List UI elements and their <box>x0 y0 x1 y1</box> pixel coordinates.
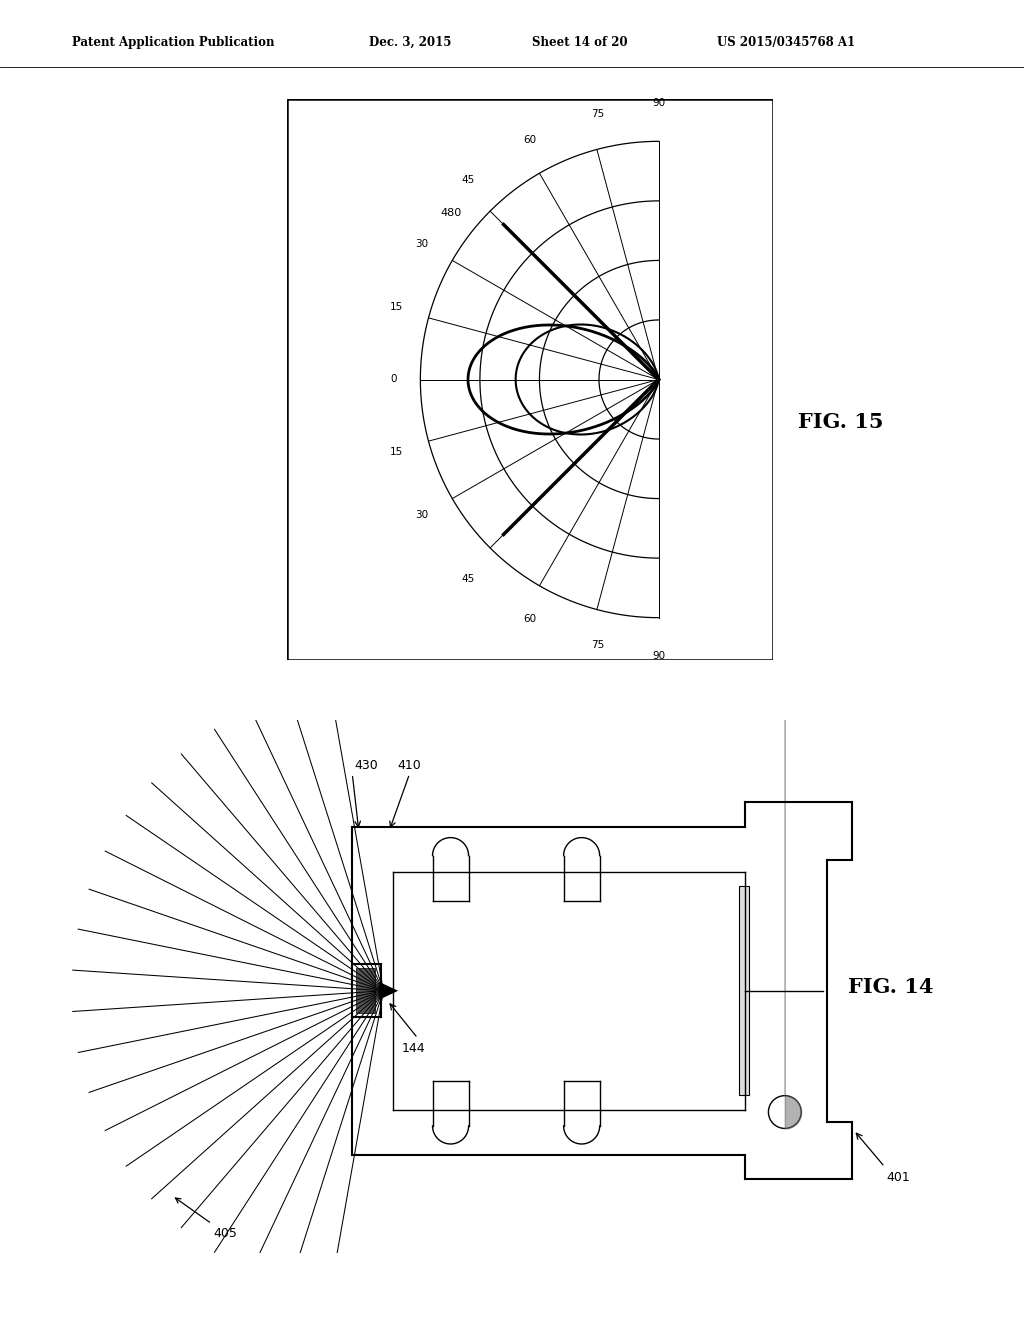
Text: 15: 15 <box>389 302 402 312</box>
Text: US 2015/0345768 A1: US 2015/0345768 A1 <box>717 36 855 49</box>
Text: Sheet 14 of 20: Sheet 14 of 20 <box>532 36 628 49</box>
Text: 144: 144 <box>401 1041 425 1055</box>
Text: 405: 405 <box>175 1199 237 1239</box>
Text: 45: 45 <box>462 174 475 185</box>
Text: 430: 430 <box>354 759 379 772</box>
Polygon shape <box>379 982 398 999</box>
Text: 480: 480 <box>440 207 462 218</box>
Text: 30: 30 <box>416 239 429 248</box>
Bar <box>739 886 749 1096</box>
Text: 0: 0 <box>390 375 396 384</box>
Text: FIG. 15: FIG. 15 <box>798 412 883 433</box>
Text: 75: 75 <box>591 110 604 119</box>
Bar <box>356 969 375 1014</box>
Text: FIG. 14: FIG. 14 <box>848 977 933 997</box>
Text: 90: 90 <box>652 98 666 108</box>
Text: Patent Application Publication: Patent Application Publication <box>72 36 274 49</box>
Text: 410: 410 <box>397 759 421 772</box>
Text: 45: 45 <box>462 574 475 585</box>
Text: 75: 75 <box>591 640 604 649</box>
Text: 60: 60 <box>523 614 537 623</box>
Text: 30: 30 <box>416 511 429 520</box>
Text: 15: 15 <box>389 447 402 457</box>
Text: 60: 60 <box>523 136 537 145</box>
Text: Dec. 3, 2015: Dec. 3, 2015 <box>369 36 451 49</box>
Text: 401: 401 <box>887 1171 910 1184</box>
Text: 90: 90 <box>652 651 666 661</box>
